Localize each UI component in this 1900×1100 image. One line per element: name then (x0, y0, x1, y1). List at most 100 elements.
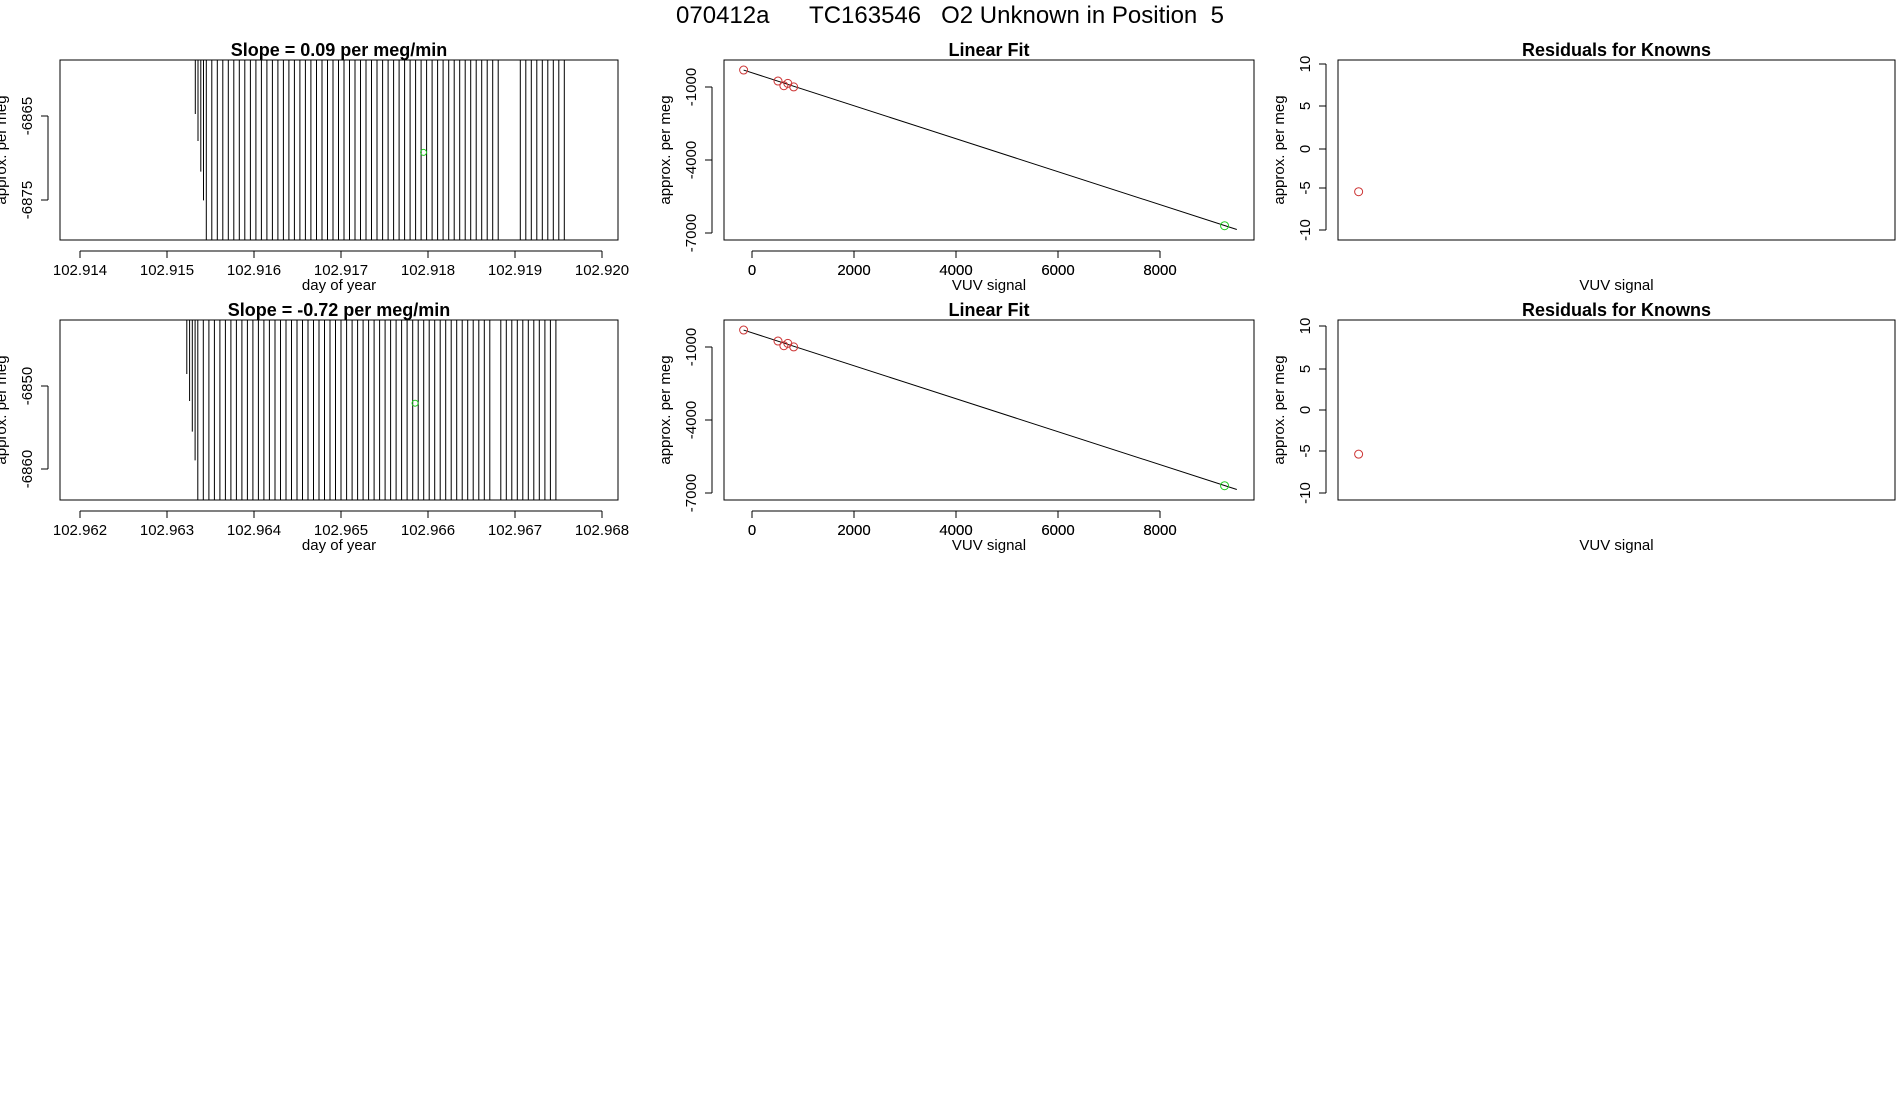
x-tick-label: 0 (748, 522, 756, 539)
panel-2-title: Linear Fit (948, 40, 1029, 60)
panel-4-ylabel: approx. per meg (0, 355, 10, 464)
trace-line (194, 60, 565, 240)
y-tick-label: -6860 (19, 450, 36, 488)
x-tick-label: 6000 (1041, 262, 1074, 279)
x-tick-label: 102.968 (575, 522, 629, 539)
panel-1-plot-area (194, 60, 565, 240)
x-tick-label: 102.914 (53, 262, 107, 279)
panel-1-xlabel: day of year (302, 277, 376, 294)
x-tick-label: 4000 (939, 522, 972, 539)
x-tick-label: 6000 (1041, 522, 1074, 539)
panel-3-plot-area (1354, 187, 1364, 197)
known-point (773, 336, 783, 346)
y-tick-label: 5 (1297, 365, 1314, 373)
y-tick-label: -5 (1297, 181, 1314, 194)
x-tick-label: 102.919 (488, 262, 542, 279)
panel-4-frame (59, 319, 619, 501)
panel-6-title: Residuals for Knowns (1522, 300, 1711, 320)
panel-3-frame (1337, 59, 1896, 241)
y-tick-label: -10 (1297, 219, 1314, 241)
panel-6-ylabel: approx. per meg (1271, 355, 1288, 464)
y-tick-label: -4000 (683, 141, 700, 179)
x-tick-label: 102.965 (314, 522, 368, 539)
y-tick-label: -6865 (19, 97, 36, 135)
panel-6-xlabel: VUV signal (1579, 537, 1653, 554)
panel-2-xlabel: VUV signal (952, 277, 1026, 294)
x-tick-label: 0 (748, 262, 756, 279)
y-tick-label: -4000 (683, 401, 700, 439)
x-tick-label: 102.917 (314, 262, 368, 279)
x-tick-label: 102.966 (401, 522, 455, 539)
unknown-marker (420, 148, 428, 156)
x-tick-label: 4000 (939, 522, 972, 539)
x-tick-label: 4000 (939, 262, 972, 279)
known-point (789, 82, 799, 92)
y-tick-label: -10 (1297, 482, 1314, 504)
y-tick-label: 10 (1297, 318, 1314, 335)
panel-3-ylabel: approx. per meg (1271, 95, 1288, 204)
x-tick-label: 8000 (1143, 522, 1176, 539)
panel-2-ylabel: approx. per meg (657, 95, 674, 204)
panel-5-xlabel: VUV signal (952, 537, 1026, 554)
x-tick-label: 8000 (1143, 262, 1176, 279)
x-tick-label: 102.964 (227, 522, 281, 539)
figure-title: 070412a TC163546 O2 Unknown in Position … (676, 2, 1224, 29)
fit-line (743, 69, 1237, 230)
unknown-point (1220, 481, 1230, 491)
known-point (739, 325, 749, 335)
x-tick-label: 6000 (1041, 262, 1074, 279)
y-tick-label: 0 (1297, 145, 1314, 153)
x-tick-label: 102.915 (140, 262, 194, 279)
y-tick-label: 0 (1297, 406, 1314, 414)
x-tick-label: 8000 (1143, 522, 1176, 539)
known-point (739, 65, 749, 75)
known-point (789, 342, 799, 352)
x-tick-label: 2000 (837, 262, 870, 279)
panel-1-ylabel: approx. per meg (0, 95, 10, 204)
x-tick-label: 102.962 (53, 522, 107, 539)
trace-line (186, 320, 557, 500)
fit-line (743, 329, 1237, 490)
y-tick-label: 10 (1297, 56, 1314, 73)
x-tick-label: 2000 (837, 262, 870, 279)
panel-5-plot-area (739, 325, 1237, 491)
panel-3-title: Residuals for Knowns (1522, 40, 1711, 60)
x-tick-label: 102.918 (401, 262, 455, 279)
x-tick-label: 6000 (1041, 522, 1074, 539)
x-tick-label: 8000 (1143, 262, 1176, 279)
y-tick-label: 5 (1297, 102, 1314, 110)
x-tick-label: 2000 (837, 522, 870, 539)
unknown-marker (411, 399, 419, 407)
x-tick-label: 4000 (939, 262, 972, 279)
panel-2-plot-area (739, 65, 1237, 231)
panel-2-frame (723, 59, 1255, 241)
x-tick-label: 102.963 (140, 522, 194, 539)
panel-5-frame (723, 319, 1255, 501)
x-tick-label: 102.967 (488, 522, 542, 539)
x-tick-label: 0 (748, 262, 756, 279)
y-tick-label: -7000 (683, 214, 700, 252)
panel-1-title: Slope = 0.09 per meg/min (231, 40, 448, 60)
panel-3-xlabel: VUV signal (1579, 277, 1653, 294)
panel-4-title: Slope = -0.72 per meg/min (228, 300, 451, 320)
panel-5-title: Linear Fit (948, 300, 1029, 320)
unknown-point (1220, 221, 1230, 231)
y-tick-label: -5 (1297, 444, 1314, 457)
y-tick-label: -6850 (19, 367, 36, 405)
x-tick-label: 102.920 (575, 262, 629, 279)
x-tick-label: 0 (748, 522, 756, 539)
panel-6-plot-area (1354, 449, 1364, 459)
panel-4-plot-area (186, 320, 557, 500)
y-tick-label: -1000 (683, 68, 700, 106)
x-tick-label: 102.916 (227, 262, 281, 279)
residual-point (1354, 187, 1364, 197)
known-point (773, 76, 783, 86)
panel-5-ylabel: approx. per meg (657, 355, 674, 464)
y-tick-label: -6875 (19, 181, 36, 219)
y-tick-label: -1000 (683, 328, 700, 366)
y-tick-label: -7000 (683, 474, 700, 512)
residual-point (1354, 449, 1364, 459)
panel-4-xlabel: day of year (302, 537, 376, 554)
x-tick-label: 2000 (837, 522, 870, 539)
